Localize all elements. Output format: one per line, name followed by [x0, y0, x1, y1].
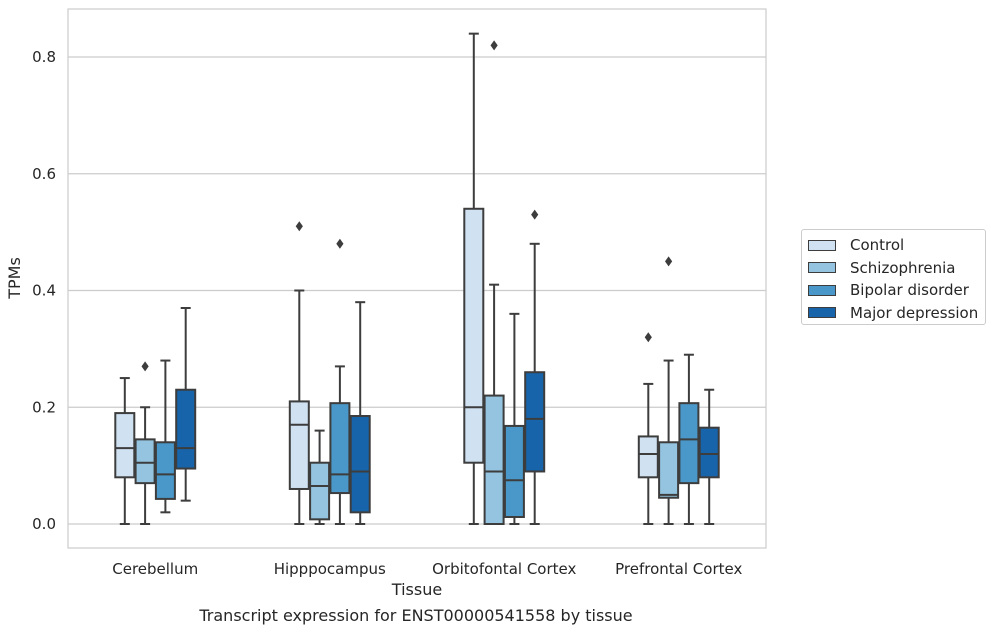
box-iqr — [114, 412, 136, 479]
outlier-point — [295, 221, 303, 232]
legend-swatch — [808, 284, 836, 296]
box-2-2 — [503, 312, 525, 525]
legend-label: Schizophrenia — [850, 258, 956, 277]
y-tick-label: 0.4 — [32, 282, 56, 300]
box-3-2 — [524, 209, 546, 525]
box-iqr — [698, 426, 720, 479]
outlier-point — [336, 238, 344, 249]
legend-swatch — [808, 239, 836, 251]
box-3-3 — [698, 388, 720, 525]
box-2-1 — [329, 238, 351, 525]
legend: Control Schizophrenia Bipolar disorder Majo… — [801, 229, 986, 325]
x-tick-label: Orbitofontal Cortex — [432, 560, 576, 578]
box-iqr — [349, 415, 371, 514]
box-1-0 — [134, 361, 156, 525]
boxes-layer — [114, 32, 720, 526]
legend-label: Control — [850, 236, 905, 255]
plot-frame — [67, 8, 767, 549]
tick-labels: 0.0 0.2 0.4 0.6 0.8 Cerebellum Hipppocampus Orb… — [32, 48, 742, 578]
box-2-3 — [678, 353, 700, 525]
legend-item: Control — [808, 234, 985, 257]
x-tick-label: Hipppocampus — [274, 560, 386, 578]
outlier-point — [531, 209, 539, 220]
box-2-0 — [154, 359, 176, 514]
outlier-point — [141, 361, 149, 372]
box-0-3 — [637, 332, 659, 525]
box-iqr — [524, 371, 546, 473]
x-axis-label: Tissue — [391, 580, 442, 599]
legend-swatch — [808, 307, 836, 319]
box-0-2 — [463, 32, 485, 525]
box-0-0 — [114, 377, 136, 525]
box-iqr — [637, 435, 659, 479]
box-iqr — [678, 402, 700, 485]
legend-item: Schizophrenia — [808, 257, 985, 280]
legend-label: Major depression — [850, 303, 979, 322]
box-iqr — [309, 461, 331, 521]
y-axis-label: TPMs — [5, 257, 24, 300]
box-3-0 — [175, 307, 197, 502]
figure-caption: Transcript expression for ENST0000054155… — [199, 606, 633, 625]
legend-item: Bipolar disorder — [808, 279, 985, 302]
legend-swatch — [808, 262, 836, 274]
box-iqr — [134, 438, 156, 485]
box-iqr — [658, 441, 680, 499]
box-3-1 — [349, 301, 371, 525]
outlier-point — [490, 40, 498, 51]
box-iqr — [463, 207, 485, 464]
box-0-1 — [288, 221, 310, 525]
y-tick-label: 0.6 — [32, 165, 56, 183]
legend-label: Bipolar disorder — [850, 281, 969, 300]
box-iqr — [483, 394, 505, 526]
box-1-3 — [658, 256, 680, 525]
box-1-1 — [309, 429, 331, 525]
box-iqr — [175, 388, 197, 470]
outlier-point — [644, 332, 652, 343]
box-iqr — [503, 424, 525, 518]
x-tick-label: Prefrontal Cortex — [615, 560, 742, 578]
box-iqr — [329, 402, 351, 495]
outlier-point — [665, 256, 673, 267]
y-tick-label: 0.2 — [32, 398, 56, 416]
box-iqr — [154, 441, 176, 500]
legend-item: Major depression — [808, 302, 985, 325]
box-1-2 — [483, 40, 505, 526]
box-iqr — [288, 400, 310, 490]
x-tick-label: Cerebellum — [112, 560, 198, 578]
y-tick-label: 0.0 — [32, 515, 56, 533]
y-tick-label: 0.8 — [32, 48, 56, 66]
